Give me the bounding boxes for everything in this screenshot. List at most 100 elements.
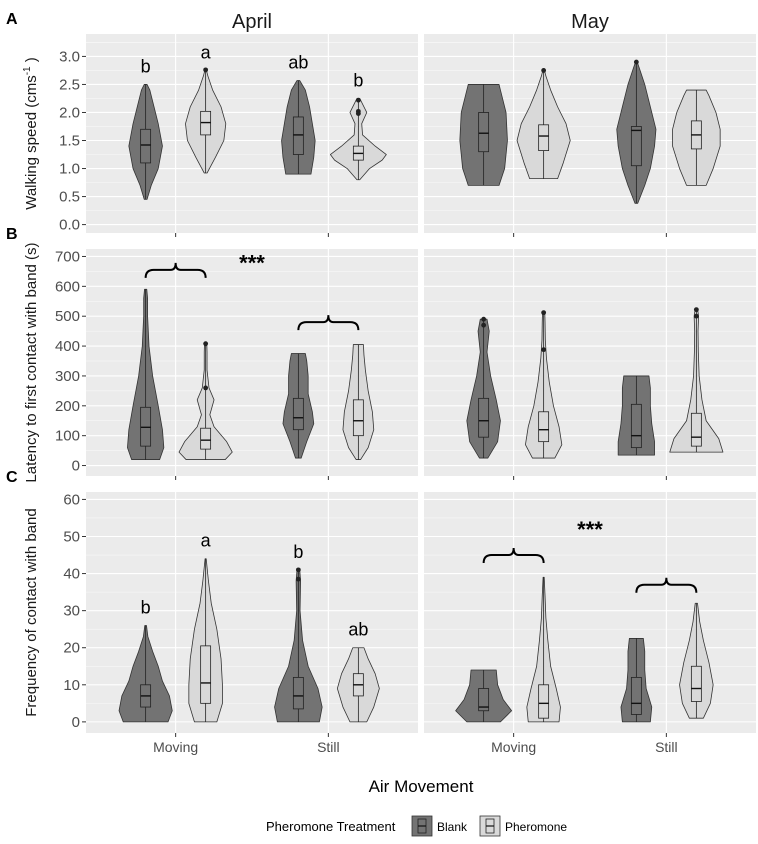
legend-label: Blank	[437, 820, 468, 834]
significance-letter: a	[201, 531, 212, 551]
box	[200, 427, 212, 450]
violin-moving-blank	[455, 669, 513, 723]
box	[478, 688, 490, 712]
y-tick-label: 0.5	[59, 189, 80, 206]
violin-still-blank	[620, 638, 653, 723]
y-tick-label: 0	[72, 714, 80, 731]
panel-B-april: ***	[86, 249, 418, 480]
violin-still-blank	[616, 59, 657, 204]
x-tick-label: Moving	[153, 739, 198, 755]
panel-B-may	[424, 249, 756, 480]
x-tick-label: Still	[655, 739, 678, 755]
y-tick-label: 1.5	[59, 133, 80, 150]
x-tick-label: Still	[317, 739, 340, 755]
y-axis-title-text: Frequency of contact with band	[23, 508, 40, 716]
y-tick-label: 20	[63, 640, 80, 657]
y-tick-label: 600	[55, 278, 80, 295]
panel-label-B: B	[6, 226, 18, 243]
violin-moving-blank: b	[128, 56, 163, 200]
y-tick-label: 2.0	[59, 104, 80, 121]
panel-label-C: C	[6, 469, 18, 486]
outlier-point	[295, 567, 301, 573]
violin-moving-pheromone	[526, 576, 561, 723]
box	[538, 124, 550, 151]
box	[140, 128, 152, 164]
strip-title-april: April	[232, 11, 272, 33]
outlier-point	[355, 97, 361, 103]
violin-moving-pheromone	[516, 68, 571, 180]
y-tick-label: 2.5	[59, 76, 80, 93]
legend-key-pheromone: Pheromone	[479, 815, 567, 837]
y-tick-label: 3.0	[59, 48, 80, 65]
violin-moving-pheromone: a	[185, 42, 227, 174]
box	[292, 397, 304, 431]
y-axis-title-A: Walking speed (cms-1 )	[22, 57, 40, 210]
y-tick-label: 10	[63, 677, 80, 694]
x-axis-title: Air Movement	[369, 777, 474, 796]
significance-letter: b	[293, 542, 303, 562]
outlier-point	[693, 313, 699, 319]
legend-key-blank: Blank	[411, 815, 468, 837]
violin-moving-pheromone	[525, 310, 563, 459]
outlier-point	[295, 576, 301, 582]
violin-still-blank: ab	[281, 53, 316, 175]
violin-still-pheromone	[342, 344, 375, 460]
strip-title-may: May	[571, 11, 609, 33]
y-tick-label: 0	[72, 458, 80, 475]
box	[478, 112, 490, 153]
outlier-point	[481, 316, 487, 322]
significance-stars: ***	[577, 517, 603, 542]
significance-letter: ab	[288, 53, 308, 73]
y-tick-label: 30	[63, 603, 80, 620]
violin-still-blank: b	[274, 542, 323, 723]
violin-still-pheromone	[672, 89, 721, 186]
panel-A-april: b a ab b	[86, 34, 418, 237]
violin-still-pheromone	[669, 307, 724, 453]
y-axis-title-superscript: -1	[22, 66, 33, 75]
outlier-point	[693, 307, 699, 313]
x-tick-label: Moving	[491, 739, 536, 755]
violin-still-pheromone: b	[329, 70, 387, 181]
y-tick-label: 0.0	[59, 217, 80, 234]
legend-title: Pheromone Treatment	[266, 819, 396, 834]
panel-label-A: A	[6, 11, 18, 28]
outlier-point	[541, 347, 547, 353]
y-axis-title-text: Walking speed (cms	[23, 75, 40, 210]
box	[478, 397, 490, 438]
panel-A-may	[424, 34, 756, 237]
legend: Pheromone Treatment Blank Pheromone	[266, 815, 567, 837]
significance-letter: ab	[348, 620, 368, 640]
box	[538, 684, 550, 719]
violin-moving-pheromone	[178, 341, 233, 460]
significance-letter: b	[141, 56, 151, 76]
outlier-point	[541, 68, 547, 73]
y-tick-label: 40	[63, 566, 80, 583]
box	[690, 665, 702, 702]
outlier-point	[481, 322, 487, 328]
y-tick-label: 700	[55, 248, 80, 265]
y-axis-title-B: Latency to first contact with band (s)	[23, 242, 40, 482]
box	[630, 676, 642, 715]
y-axis-title-suffix: )	[23, 57, 40, 66]
y-tick-label: 300	[55, 368, 80, 385]
comparison-bracket-still	[297, 315, 360, 331]
violin-moving-blank	[466, 316, 501, 459]
significance-stars: ***	[239, 250, 265, 275]
violin-still-blank	[617, 375, 655, 456]
y-tick-label: 200	[55, 398, 80, 415]
box	[690, 412, 702, 447]
y-axis-title-text: Latency to first contact with band (s)	[23, 242, 40, 482]
y-tick-label: 100	[55, 428, 80, 445]
box	[292, 676, 304, 710]
violin-moving-pheromone: a	[188, 531, 223, 723]
panel-C-may: ***	[424, 492, 756, 737]
outlier-point	[633, 59, 639, 65]
outlier-point	[541, 310, 547, 316]
outlier-point	[203, 385, 209, 391]
outlier-point	[355, 108, 361, 114]
y-tick-label: 60	[63, 491, 80, 508]
box	[352, 399, 364, 437]
y-tick-label: 50	[63, 528, 80, 545]
